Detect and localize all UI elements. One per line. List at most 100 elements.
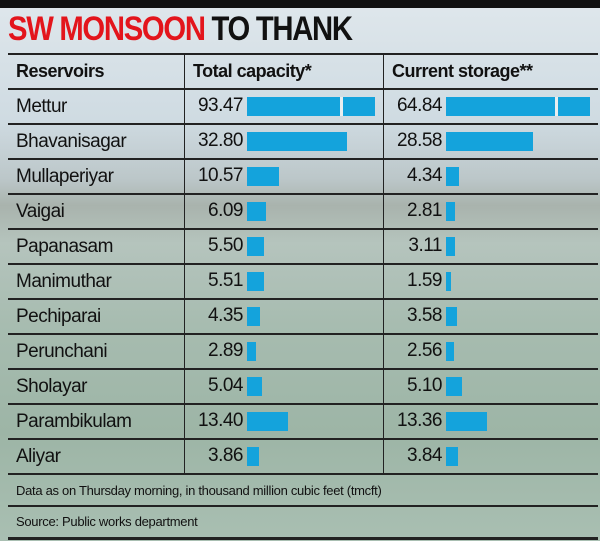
capacity-value: 5.50 — [208, 235, 243, 257]
reservoir-name: Mettur — [8, 88, 185, 124]
storage-cell: 3.84 — [383, 438, 598, 474]
table-row: Sholayar 5.04 5.10 — [8, 368, 598, 404]
storage-value: 3.84 — [407, 445, 442, 467]
storage-bar — [446, 446, 458, 466]
capacity-cell: 2.89 — [184, 333, 384, 369]
storage-bar — [446, 201, 455, 221]
storage-cell: 28.58 — [383, 123, 598, 159]
storage-cell: 4.34 — [383, 158, 598, 194]
storage-value: 64.84 — [396, 95, 443, 117]
reservoir-name: Mullaperiyar — [8, 158, 185, 194]
capacity-cell: 93.47 — [184, 88, 384, 124]
reservoir-table: Reservoirs Total capacity* Current stora… — [8, 53, 598, 540]
storage-bar — [446, 341, 454, 361]
capacity-value: 5.51 — [208, 270, 243, 292]
table-row: Bhavanisagar 32.80 28.58 — [8, 123, 598, 159]
title-red: SW MONSOON — [8, 10, 206, 48]
page-title: SW MONSOON TO THANK — [8, 10, 353, 49]
capacity-value: 4.35 — [208, 305, 243, 327]
reservoir-name: Perunchani — [8, 333, 185, 369]
capacity-value: 93.47 — [197, 95, 244, 117]
table-row: Vaigai 6.09 2.81 — [8, 193, 598, 229]
storage-bar — [446, 96, 590, 116]
capacity-bar — [247, 376, 263, 396]
table-row: Papanasam 5.50 3.11 — [8, 228, 598, 264]
capacity-cell: 3.86 — [184, 438, 384, 474]
footer-note-row: Data as on Thursday morning, in thousand… — [8, 473, 598, 506]
storage-value: 5.10 — [407, 375, 442, 397]
capacity-bar — [247, 341, 256, 361]
capacity-value: 10.57 — [197, 165, 244, 187]
storage-value: 3.11 — [408, 235, 442, 257]
table-row: Manimuthar 5.51 1.59 — [8, 263, 598, 299]
col-header-capacity: Total capacity* — [184, 53, 384, 89]
table-row: Perunchani 2.89 2.56 — [8, 333, 598, 369]
capacity-bar — [247, 271, 264, 291]
top-bar — [0, 0, 600, 8]
capacity-value: 3.86 — [208, 445, 243, 467]
footer-note: Data as on Thursday morning, in thousand… — [8, 473, 598, 506]
col-header-reservoirs: Reservoirs — [8, 53, 185, 89]
reservoir-name: Pechiparai — [8, 298, 185, 334]
storage-bar — [446, 236, 456, 256]
capacity-value: 13.40 — [197, 410, 244, 432]
capacity-cell: 10.57 — [184, 158, 384, 194]
capacity-bar — [247, 411, 288, 431]
capacity-bar — [247, 446, 259, 466]
storage-cell: 1.59 — [383, 263, 598, 299]
capacity-value: 6.09 — [208, 200, 243, 222]
capacity-cell: 6.09 — [184, 193, 384, 229]
storage-bar — [446, 306, 457, 326]
footer-source: Source: Public works department — [8, 505, 598, 540]
capacity-bar — [247, 306, 261, 326]
storage-bar — [446, 411, 487, 431]
capacity-cell: 5.04 — [184, 368, 384, 404]
storage-cell: 3.11 — [383, 228, 598, 264]
reservoir-name: Aliyar — [8, 438, 185, 474]
reservoir-name: Papanasam — [8, 228, 185, 264]
table-row: Mettur 93.47 64.84 — [8, 88, 598, 124]
storage-value: 2.81 — [407, 200, 442, 222]
capacity-value: 32.80 — [197, 130, 244, 152]
storage-value: 4.34 — [407, 165, 442, 187]
storage-cell: 3.58 — [383, 298, 598, 334]
storage-value: 28.58 — [396, 130, 443, 152]
capacity-cell: 13.40 — [184, 403, 384, 439]
reservoir-name: Vaigai — [8, 193, 185, 229]
storage-value: 13.36 — [396, 410, 443, 432]
storage-cell: 64.84 — [383, 88, 598, 124]
capacity-bar — [247, 166, 280, 186]
storage-cell: 5.10 — [383, 368, 598, 404]
capacity-bar — [247, 201, 266, 221]
capacity-value: 5.04 — [208, 375, 243, 397]
table-row: Mullaperiyar 10.57 4.34 — [8, 158, 598, 194]
storage-bar — [446, 271, 451, 291]
reservoir-name: Parambikulam — [8, 403, 185, 439]
header-row: Reservoirs Total capacity* Current stora… — [8, 53, 598, 89]
storage-value: 2.56 — [407, 340, 442, 362]
capacity-cell: 32.80 — [184, 123, 384, 159]
storage-cell: 2.56 — [383, 333, 598, 369]
table-row: Pechiparai 4.35 3.58 — [8, 298, 598, 334]
storage-value: 3.58 — [407, 305, 442, 327]
reservoir-name: Sholayar — [8, 368, 185, 404]
capacity-cell: 4.35 — [184, 298, 384, 334]
reservoir-name: Manimuthar — [8, 263, 185, 299]
storage-cell: 13.36 — [383, 403, 598, 439]
capacity-bar — [247, 236, 264, 256]
table-row: Aliyar 3.86 3.84 — [8, 438, 598, 474]
col-header-storage: Current storage** — [383, 53, 598, 89]
reservoir-name: Bhavanisagar — [8, 123, 185, 159]
table-row: Parambikulam 13.40 13.36 — [8, 403, 598, 439]
capacity-cell: 5.50 — [184, 228, 384, 264]
capacity-cell: 5.51 — [184, 263, 384, 299]
capacity-bar — [247, 131, 348, 151]
title-black: TO THANK — [211, 10, 352, 48]
capacity-bar — [247, 96, 375, 116]
storage-bar — [446, 376, 462, 396]
capacity-value: 2.89 — [208, 340, 243, 362]
footer-source-row: Source: Public works department — [8, 505, 598, 540]
storage-cell: 2.81 — [383, 193, 598, 229]
storage-bar — [446, 166, 460, 186]
storage-value: 1.59 — [407, 270, 442, 292]
